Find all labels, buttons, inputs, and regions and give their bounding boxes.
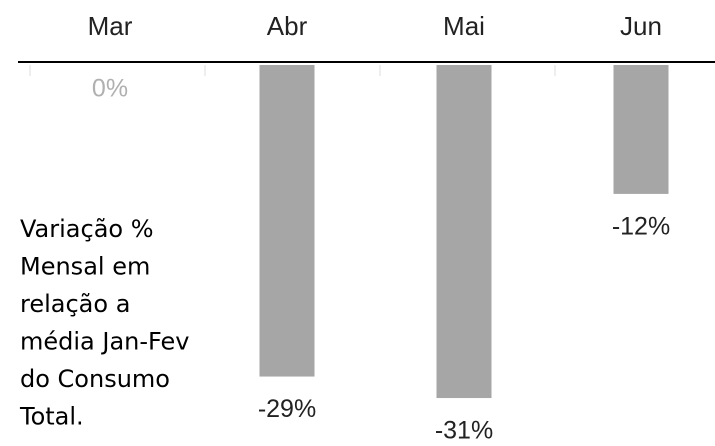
value-label: -31% — [435, 417, 493, 445]
value-label: 0% — [92, 75, 128, 103]
bar — [436, 65, 492, 399]
x-tick-label: Jun — [620, 11, 662, 41]
annotation-line: média Jan-Fev — [20, 328, 190, 356]
annotation-line: Mensal em — [20, 253, 150, 281]
bar — [259, 65, 315, 377]
annotation-line: Total. — [19, 403, 84, 431]
x-tick-label: Mar — [88, 11, 133, 41]
bar — [613, 65, 669, 194]
annotation-line: relação a — [20, 290, 130, 318]
x-tick-label: Mai — [443, 11, 485, 41]
annotation-line: Variação % — [20, 215, 154, 243]
value-label: -12% — [612, 213, 670, 241]
x-tick-label: Abr — [267, 11, 308, 41]
annotation-line: do Consumo — [20, 365, 170, 393]
value-label: -29% — [258, 395, 316, 423]
